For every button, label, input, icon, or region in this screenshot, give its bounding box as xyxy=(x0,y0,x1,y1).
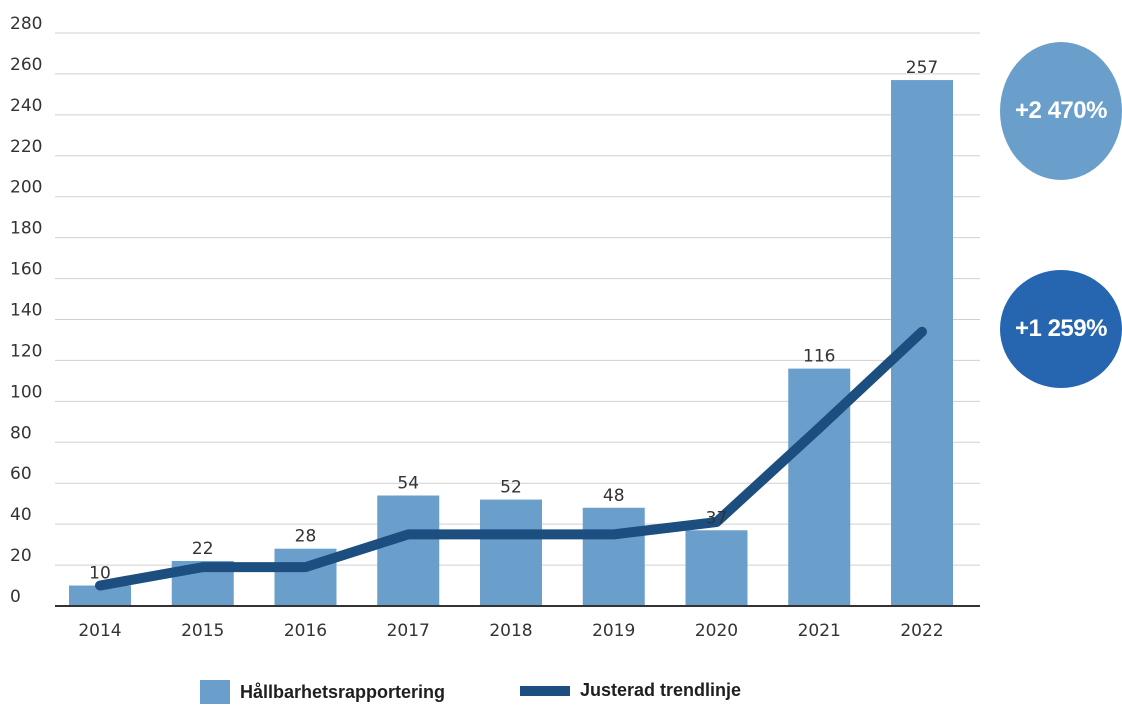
y-tick-label: 220 xyxy=(10,137,42,157)
legend-label-bars: Hållbarhetsrapportering xyxy=(240,681,446,702)
bar-data-label: 116 xyxy=(803,347,835,367)
legend-label-trendline: Justerad trendlinje xyxy=(580,680,742,700)
y-tick-label: 0 xyxy=(10,587,21,607)
y-tick-label: 80 xyxy=(10,423,32,443)
bar-growth-badge-text: +2 470% xyxy=(1015,97,1107,124)
bar-series xyxy=(69,80,953,606)
x-tick-label: 2014 xyxy=(78,621,121,641)
bar xyxy=(69,585,131,606)
y-tick-label: 160 xyxy=(10,260,42,280)
x-tick-label: 2015 xyxy=(181,621,224,641)
x-tick-label: 2021 xyxy=(798,621,841,641)
bar-data-label: 28 xyxy=(295,527,317,547)
bar xyxy=(480,499,542,606)
y-tick-label: 60 xyxy=(10,464,32,484)
x-tick-label: 2019 xyxy=(592,621,635,641)
x-axis-tick-labels: 2014 2015 2016 2017 2018 2019 2020 2021 2022 xyxy=(78,621,943,641)
y-tick-label: 180 xyxy=(10,219,42,239)
bar-data-labels: 10 22 28 54 52 48 37 116 257 xyxy=(89,58,938,583)
y-tick-label: 20 xyxy=(10,546,32,566)
chart-legend: Hållbarhetsrapportering Justerad trendli… xyxy=(0,676,1122,710)
x-tick-label: 2016 xyxy=(284,621,327,641)
bar-data-label: 52 xyxy=(500,478,522,498)
x-tick-label: 2018 xyxy=(489,621,532,641)
y-tick-label: 280 xyxy=(10,14,42,34)
bar-data-label: 10 xyxy=(89,564,111,584)
gridlines xyxy=(55,32,980,566)
y-tick-label: 100 xyxy=(10,382,42,402)
y-tick-label: 120 xyxy=(10,341,42,361)
y-tick-label: 140 xyxy=(10,301,42,321)
bar-data-label: 54 xyxy=(397,473,419,493)
y-tick-label: 260 xyxy=(10,55,42,75)
bar-growth-badge: +2 470% xyxy=(1000,42,1122,180)
x-tick-label: 2022 xyxy=(900,621,943,641)
bar-data-label: 37 xyxy=(706,508,728,528)
y-tick-label: 200 xyxy=(10,178,42,198)
x-tick-label: 2017 xyxy=(387,621,430,641)
trend-growth-badge: +1 259% xyxy=(1000,270,1122,388)
trend-line-series xyxy=(95,326,927,591)
bar xyxy=(582,507,645,606)
legend-swatch-bars xyxy=(200,680,230,704)
y-tick-label: 240 xyxy=(10,96,42,116)
y-tick-label: 40 xyxy=(10,505,32,525)
legend-item-bars: Hållbarhetsrapportering xyxy=(200,680,445,704)
bar xyxy=(891,80,953,606)
bar xyxy=(685,530,748,606)
legend-swatch-trendline xyxy=(520,685,570,696)
bar-data-label: 257 xyxy=(906,58,938,78)
y-axis-tick-labels: 0 20 40 60 80 100 120 140 160 180 200 220 240 260 280 xyxy=(10,14,42,607)
bar xyxy=(377,495,440,606)
bar-data-label: 48 xyxy=(603,486,625,506)
trend-line xyxy=(95,326,927,591)
bar-data-label: 22 xyxy=(192,539,214,559)
legend-item-trendline: Justerad trendlinje xyxy=(520,680,741,701)
trend-growth-badge-text: +1 259% xyxy=(1015,315,1107,342)
x-tick-label: 2020 xyxy=(695,621,738,641)
